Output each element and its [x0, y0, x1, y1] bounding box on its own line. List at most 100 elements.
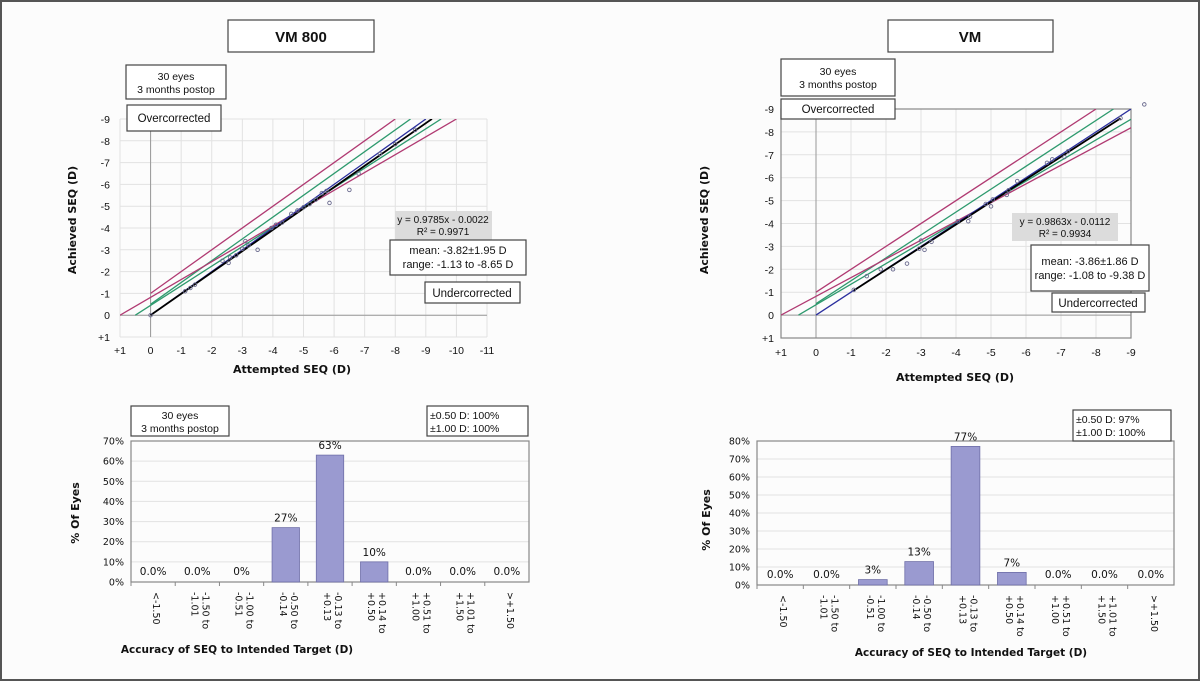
- x-axis-label: Attempted SEQ (D): [896, 371, 1014, 384]
- data-point: [1015, 178, 1020, 184]
- bar-value-label: 0%: [233, 566, 250, 578]
- x-tick-label: -2: [207, 345, 216, 357]
- x-category-label: -1.01: [818, 595, 829, 620]
- y-tick-label: 0%: [735, 581, 750, 592]
- x-category-label: -0.51: [864, 595, 875, 620]
- regression-equation: y = 0.9863x - 0.0112: [1020, 217, 1111, 228]
- x-tick-label: -2: [881, 347, 890, 359]
- bar-value-label: 0.0%: [1137, 569, 1164, 581]
- data-point: [1044, 160, 1050, 166]
- x-category-label: +0.14 to: [1014, 595, 1025, 637]
- data-point: [273, 222, 279, 227]
- data-point: [182, 288, 188, 294]
- x-tick-label: 0: [813, 347, 819, 359]
- data-point: [255, 247, 260, 253]
- overcorrected-box: [780, 98, 896, 120]
- bar: [271, 527, 300, 583]
- chart-title: VM 800: [275, 29, 327, 46]
- data-point: [412, 127, 418, 133]
- info-box: [130, 405, 230, 437]
- data-point: [227, 255, 233, 260]
- data-point: [966, 218, 971, 224]
- bar-value-label: 0.0%: [1091, 569, 1118, 581]
- overcorrected-label: Overcorrected: [802, 104, 875, 116]
- x-tick-label: -1: [846, 347, 855, 359]
- y-axis-label: Achieved SEQ (D): [698, 166, 711, 274]
- x-category-label: -1.50 to: [199, 592, 210, 629]
- y-tick-label: 0: [768, 310, 774, 322]
- bar: [904, 561, 934, 586]
- y-tick-label: 70%: [729, 455, 750, 466]
- data-point: [904, 261, 910, 266]
- data-point: [319, 190, 325, 196]
- stats-mean: mean: -3.86±1.86 D: [1041, 256, 1138, 268]
- r-squared: R² = 0.9934: [1039, 229, 1092, 240]
- data-point: [347, 187, 352, 193]
- y-tick-label: 30%: [103, 517, 124, 528]
- data-point: [324, 188, 329, 194]
- y-tick-label: 0%: [109, 578, 124, 589]
- data-point: [220, 258, 225, 263]
- x-category-label: -0.50 to: [921, 595, 932, 632]
- data-point: [1062, 154, 1067, 160]
- bar-value-label: 0.0%: [140, 566, 167, 578]
- x-tick-label: -3: [916, 347, 925, 359]
- stats-mean: mean: -3.82±1.95 D: [409, 245, 506, 257]
- info-line: 30 eyes: [162, 410, 199, 422]
- chart-title: VM: [959, 29, 982, 46]
- y-tick-label: 40%: [729, 509, 750, 520]
- x-tick-label: -6: [1021, 347, 1030, 359]
- x-category-label: -0.50 to: [288, 592, 299, 629]
- y-tick-label: -1: [101, 288, 110, 300]
- y-tick-label: 10%: [103, 557, 124, 568]
- accuracy-box: [1072, 409, 1172, 442]
- scatter-chart-vm: +1 0 -1 -2 -3 -4 -5 -6 -7 -8 -9 -9 -8 -7 -6 -5 -4 -3 -2 -1 0…: [698, 19, 1150, 384]
- x-category-label: +1.01 to: [1107, 595, 1118, 637]
- y-tick-label: 70%: [103, 437, 124, 448]
- regression-box: [395, 211, 492, 240]
- x-tick-label: -7: [360, 345, 369, 357]
- y-tick-label: 30%: [729, 527, 750, 538]
- y-tick-label: 60%: [729, 473, 750, 484]
- x-category-label: +1.50: [1096, 595, 1107, 624]
- x-tick-label: -9: [1126, 347, 1135, 359]
- undercorrected-label: Undercorrected: [432, 288, 511, 300]
- bar-value-label: 0.0%: [813, 569, 840, 581]
- stats-range: range: -1.08 to -9.38 D: [1035, 270, 1146, 282]
- x-tick-label: -7: [1056, 347, 1065, 359]
- stats-range: range: -1.13 to -8.65 D: [403, 259, 514, 271]
- x-tick-label: -6: [329, 345, 338, 357]
- y-axis-label: % Of Eyes: [69, 482, 82, 544]
- x-axis-label: Accuracy of SEQ to Intended Target (D): [855, 647, 1087, 659]
- y-tick-label: -5: [765, 196, 774, 208]
- y-tick-label: 40%: [103, 497, 124, 508]
- x-category-label: +1.00: [409, 592, 420, 621]
- bar-chart-vm800: 0.0% 0.0% 0% 27% 63% 10% 0.0% 0.0% 0.0% 0% 10% 20%…: [69, 405, 530, 656]
- info-line: 30 eyes: [820, 66, 857, 78]
- regression-line: [150, 119, 433, 316]
- y-tick-label: 20%: [729, 545, 750, 556]
- x-category-label: -0.14: [910, 595, 921, 620]
- chart-title-box: [887, 19, 1054, 53]
- reference-line: [815, 109, 1097, 293]
- y-tick-label: -8: [765, 127, 774, 139]
- data-point: [983, 201, 989, 207]
- y-tick-label: 0: [104, 310, 110, 322]
- chart-title-box: [227, 19, 375, 53]
- x-category-label: +1.01 to: [465, 592, 476, 634]
- data-point: [967, 214, 973, 219]
- bar: [315, 454, 345, 583]
- x-category-label: <-1.50: [150, 592, 161, 625]
- x-tick-label: -5: [299, 345, 308, 357]
- scatter-chart-vm800: +1 0 -1 -2 -3 -4 -5 -6 -7 -8 -9 -10 -11-9-8-7-6-5-4-…: [66, 19, 527, 376]
- data-point: [246, 243, 251, 248]
- data-point: [990, 197, 996, 202]
- reference-line: [150, 119, 411, 305]
- accuracy-line: ±1.00 D: 100%: [430, 423, 499, 435]
- y-tick-label: -6: [765, 173, 774, 185]
- data-point: [878, 267, 884, 272]
- data-point: [1118, 115, 1123, 121]
- accuracy-line: ±0.50 D: 100%: [430, 410, 499, 422]
- x-tick-label: -8: [1091, 347, 1100, 359]
